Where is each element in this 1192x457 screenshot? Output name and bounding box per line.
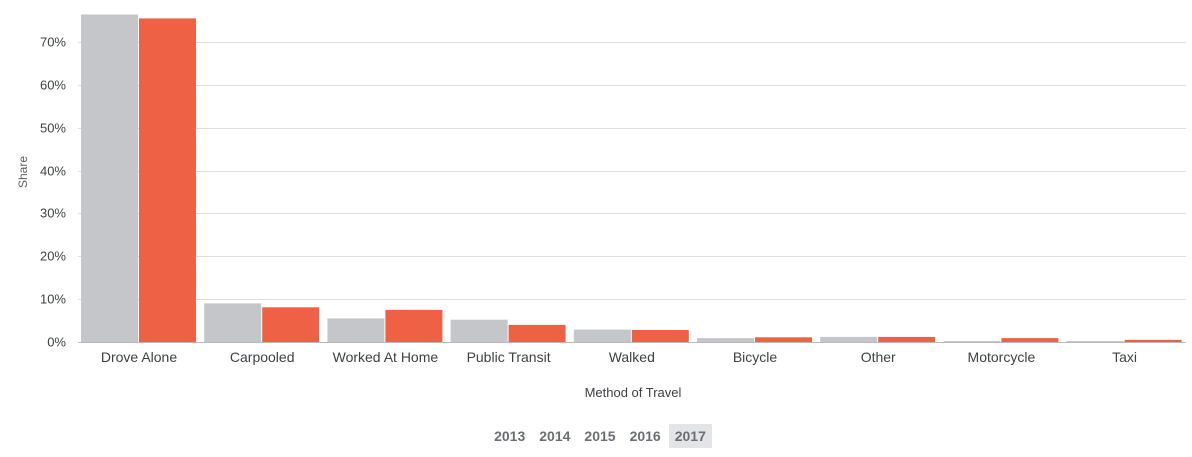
bar-taxi-series-1[interactable] [1066,341,1124,342]
year-selector: 2013 2014 2015 2016 2017 [0,423,1192,449]
bar-other-series-1[interactable] [820,336,878,342]
bar-chart: 0% 10% 20% 30% 40% 50% 60% 70% Drove Alone Carpo… [16,14,1186,400]
x-axis-title: Method of Travel [585,385,682,400]
year-option-2014[interactable]: 2014 [539,428,571,444]
bar-worked-at-home-series-1[interactable] [327,318,385,342]
y-tick-label: 20% [40,249,66,264]
year-option-2017[interactable]: 2017 [668,424,712,448]
bar-walked-series-2[interactable] [631,330,689,342]
x-tick-label: Public Transit [467,349,551,365]
x-tick-label: Taxi [1112,349,1137,365]
bar-carpooled-series-1[interactable] [204,303,262,342]
bar-other-series-2[interactable] [878,336,936,342]
bar-worked-at-home-series-2[interactable] [385,309,443,342]
x-tick-label: Walked [609,349,655,365]
y-axis-ticks: 0% 10% 20% 30% 40% 50% 60% 70% [40,35,66,350]
bar-drove-alone-series-2[interactable] [139,18,196,343]
y-tick-label: 70% [40,35,66,50]
bar-motorcycle-series-2[interactable] [1001,338,1059,342]
y-tick-label: 40% [40,164,66,179]
y-tick-label: 60% [40,78,66,93]
year-option-2013[interactable]: 2013 [494,428,526,444]
bar-bicycle-series-1[interactable] [697,338,754,342]
year-option-2015[interactable]: 2015 [584,428,616,444]
y-tick-label: 10% [40,292,66,307]
y-tick-label: 50% [40,121,66,136]
bar-carpooled-series-2[interactable] [262,307,320,342]
x-tick-label: Bicycle [733,349,778,365]
y-axis-title: Share [16,156,30,188]
x-tick-label: Motorcycle [968,349,1036,365]
bar-taxi-series-2[interactable] [1124,339,1182,342]
year-option-2016[interactable]: 2016 [629,428,661,444]
y-tick-label: 0% [47,335,66,350]
x-tick-label: Worked At Home [333,349,439,365]
bars [81,14,1182,343]
x-tick-label: Carpooled [230,349,295,365]
bar-walked-series-1[interactable] [573,329,631,342]
bar-motorcycle-series-1[interactable] [943,341,1001,342]
y-tick-label: 30% [40,206,66,221]
bar-public-transit-series-2[interactable] [508,324,566,342]
x-tick-label: Drove Alone [101,349,177,365]
bar-bicycle-series-2[interactable] [755,337,812,342]
x-tick-label: Other [861,349,896,365]
x-axis-ticks: Drove Alone Carpooled Worked At Home Public… [101,349,1137,365]
gridlines [78,42,1186,343]
bar-public-transit-series-1[interactable] [450,319,508,342]
bar-drove-alone-series-1[interactable] [81,14,138,343]
